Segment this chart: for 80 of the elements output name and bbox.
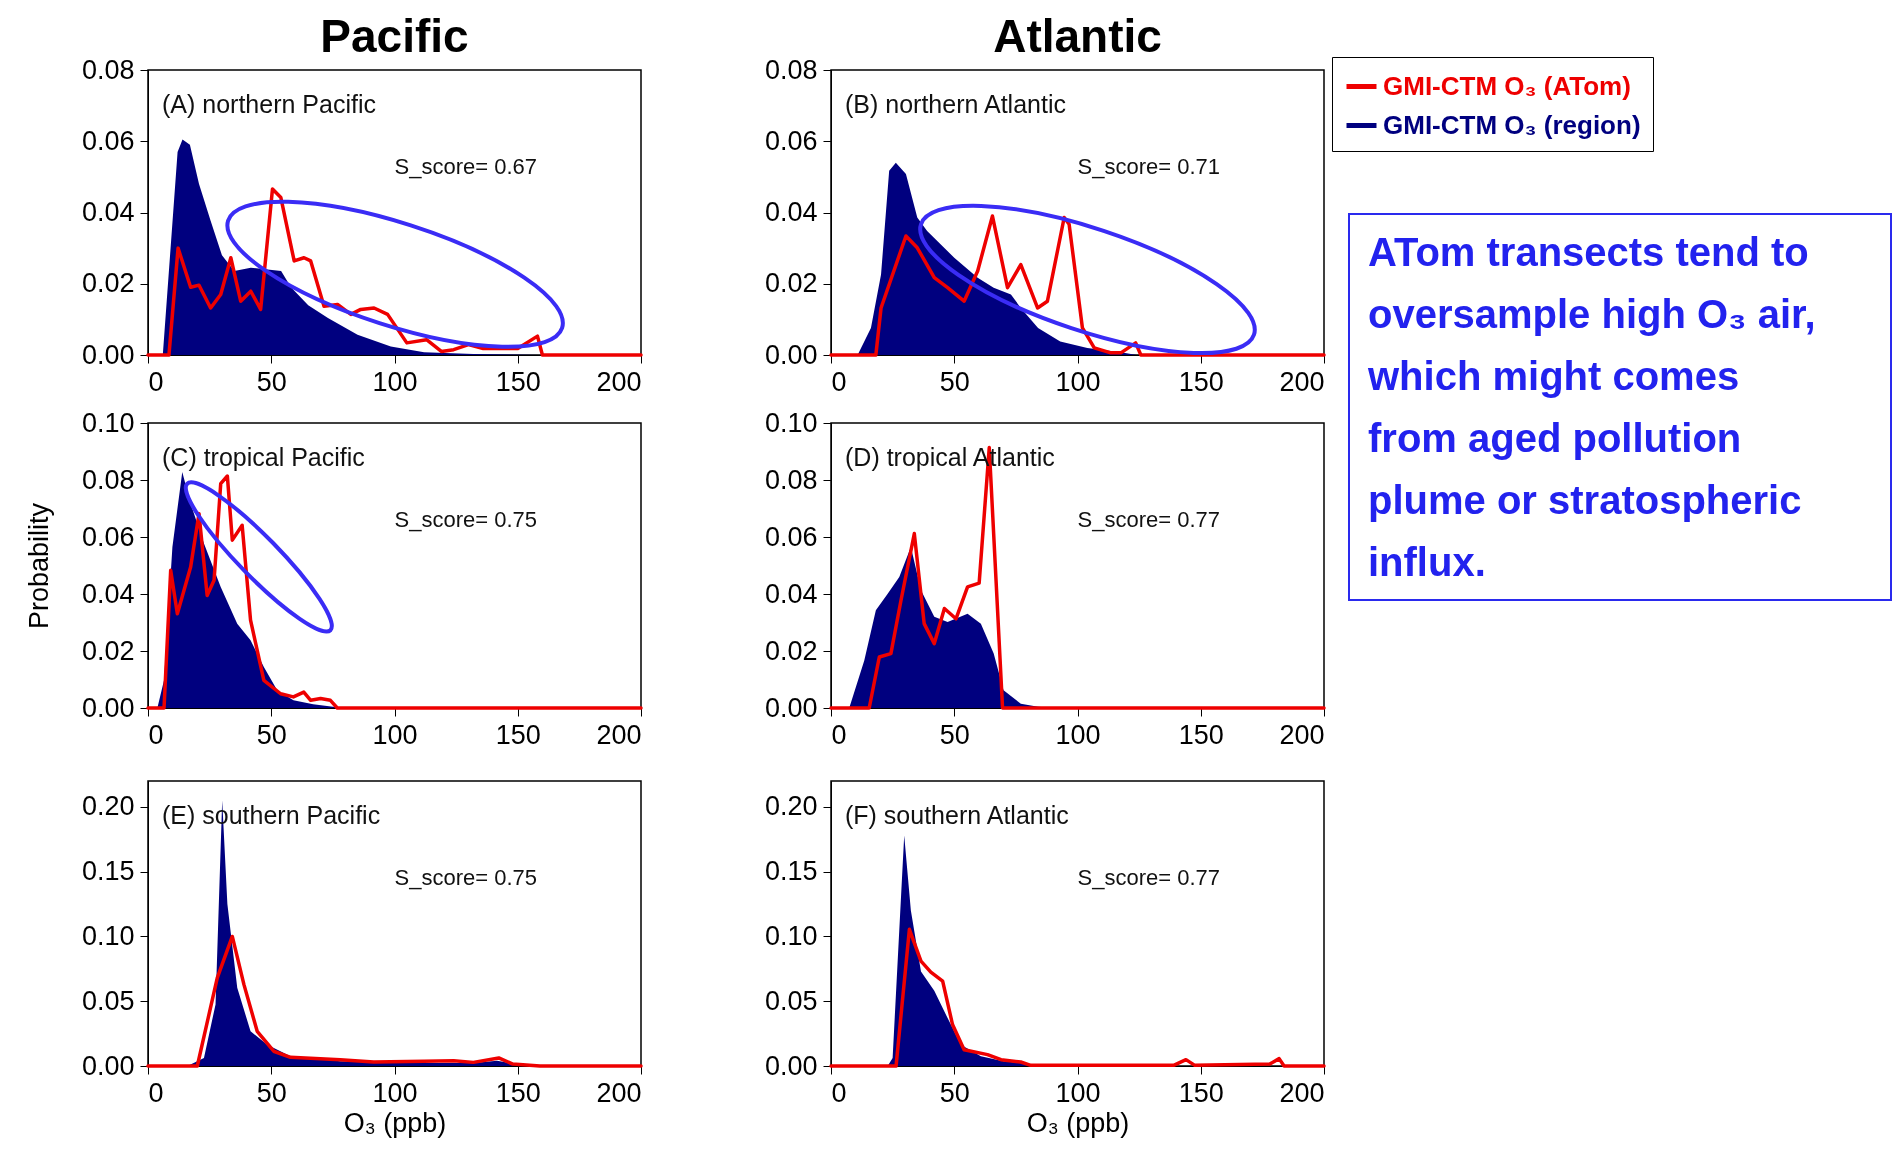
annotation: S_score= 0.77 xyxy=(1077,506,1220,532)
x-tick-label: 100 xyxy=(372,1077,418,1108)
annotation: (C) tropical Pacific xyxy=(162,443,365,471)
y-tick-label: 0.08 xyxy=(81,54,135,85)
x-tick-label: 100 xyxy=(372,366,418,397)
legend-label: GMI-CTM O₃ (region) xyxy=(1383,109,1641,140)
y-tick-label: 0.00 xyxy=(764,339,818,370)
y-tick-label: 0.02 xyxy=(764,635,818,666)
y-tick-label: 0.15 xyxy=(81,856,135,887)
y-tick-label: 0.15 xyxy=(764,856,818,887)
y-tick-label: 0.02 xyxy=(81,635,135,666)
x-tick-label: 200 xyxy=(596,719,642,750)
x-tick-label: 150 xyxy=(495,366,541,397)
x-tick-label: 50 xyxy=(256,719,287,750)
x-tick-label: 50 xyxy=(256,1077,287,1108)
x-tick-label: 50 xyxy=(939,1077,970,1108)
x-tick-label: 200 xyxy=(1279,366,1325,397)
annotation: (A) northern Pacific xyxy=(162,90,376,118)
x-tick-label: 150 xyxy=(1178,366,1224,397)
x-tick-label: 0 xyxy=(148,719,164,750)
y-tick-label: 0.02 xyxy=(81,268,135,299)
x-tick-label: 50 xyxy=(939,719,970,750)
annotation: (B) northern Atlantic xyxy=(845,90,1066,118)
x-tick-label: 0 xyxy=(831,1077,847,1108)
x-tick-label: 200 xyxy=(1279,1077,1325,1108)
annotation: S_score= 0.75 xyxy=(394,864,537,890)
x-tick-label: 200 xyxy=(596,366,642,397)
y-tick-label: 0.08 xyxy=(764,464,818,495)
annotation: S_score= 0.75 xyxy=(394,506,537,532)
y-tick-label: 0.05 xyxy=(764,985,818,1016)
chart-title: Atlantic xyxy=(993,10,1162,62)
x-tick-label: 100 xyxy=(1055,366,1101,397)
x-axis-title: O₃ (ppb) xyxy=(1026,1107,1130,1138)
y-tick-label: 0.06 xyxy=(81,125,135,156)
text: ATom transects tend to oversample high O₃ air, which might comes from aged pollution plume or stratospheric influx. xyxy=(1348,213,1892,601)
y-tick-label: 0.10 xyxy=(764,920,818,951)
y-tick-label: 0.04 xyxy=(764,578,818,609)
y-tick-label: 0.20 xyxy=(81,791,135,822)
x-axis-title: O₃ (ppb) xyxy=(343,1107,447,1138)
y-tick-label: 0.02 xyxy=(764,268,818,299)
annotation: S_score= 0.67 xyxy=(394,153,537,179)
x-tick-label: 0 xyxy=(831,719,847,750)
y-tick-label: 0.10 xyxy=(81,920,135,951)
x-tick-label: 0 xyxy=(831,366,847,397)
x-tick-label: 0 xyxy=(148,1077,164,1108)
y-tick-label: 0.00 xyxy=(81,339,135,370)
x-tick-label: 200 xyxy=(596,1077,642,1108)
annotation: S_score= 0.71 xyxy=(1077,153,1220,179)
x-tick-label: 100 xyxy=(372,719,418,750)
x-tick-label: 100 xyxy=(1055,719,1101,750)
x-tick-label: 150 xyxy=(1178,1077,1224,1108)
y-tick-label: 0.06 xyxy=(81,521,135,552)
legend-label: GMI-CTM O₃ (ATom) xyxy=(1383,70,1631,101)
annotation: (F) southern Atlantic xyxy=(845,801,1069,829)
y-tick-label: 0.10 xyxy=(764,407,818,438)
x-tick-label: 100 xyxy=(1055,1077,1101,1108)
y-tick-label: 0.10 xyxy=(81,407,135,438)
y-tick-label: 0.04 xyxy=(81,197,135,227)
y-tick-label: 0.04 xyxy=(81,578,135,609)
y-tick-label: 0.00 xyxy=(81,1050,135,1081)
y-tick-label: 0.06 xyxy=(764,125,818,156)
x-tick-label: 150 xyxy=(495,719,541,750)
x-tick-label: 50 xyxy=(939,366,970,397)
x-tick-label: 200 xyxy=(1279,719,1325,750)
y-tick-label: 0.04 xyxy=(764,197,818,227)
y-tick-label: 0.08 xyxy=(764,54,818,85)
x-tick-label: 0 xyxy=(148,366,164,397)
chart-title: Pacific xyxy=(320,10,469,62)
y-tick-label: 0.08 xyxy=(81,464,135,495)
y-tick-label: 0.05 xyxy=(81,985,135,1016)
x-tick-label: 150 xyxy=(1178,719,1224,750)
y-tick-label: 0.06 xyxy=(764,521,818,552)
y-tick-label: 0.00 xyxy=(81,692,135,723)
y-tick-label: 0.00 xyxy=(764,1050,818,1081)
y-tick-label: 0.00 xyxy=(764,692,818,723)
annotation: S_score= 0.77 xyxy=(1077,864,1220,890)
x-tick-label: 50 xyxy=(256,366,287,397)
y-tick-label: 0.20 xyxy=(764,791,818,822)
x-tick-label: 150 xyxy=(495,1077,541,1108)
y-axis-title: Probability xyxy=(23,502,54,630)
